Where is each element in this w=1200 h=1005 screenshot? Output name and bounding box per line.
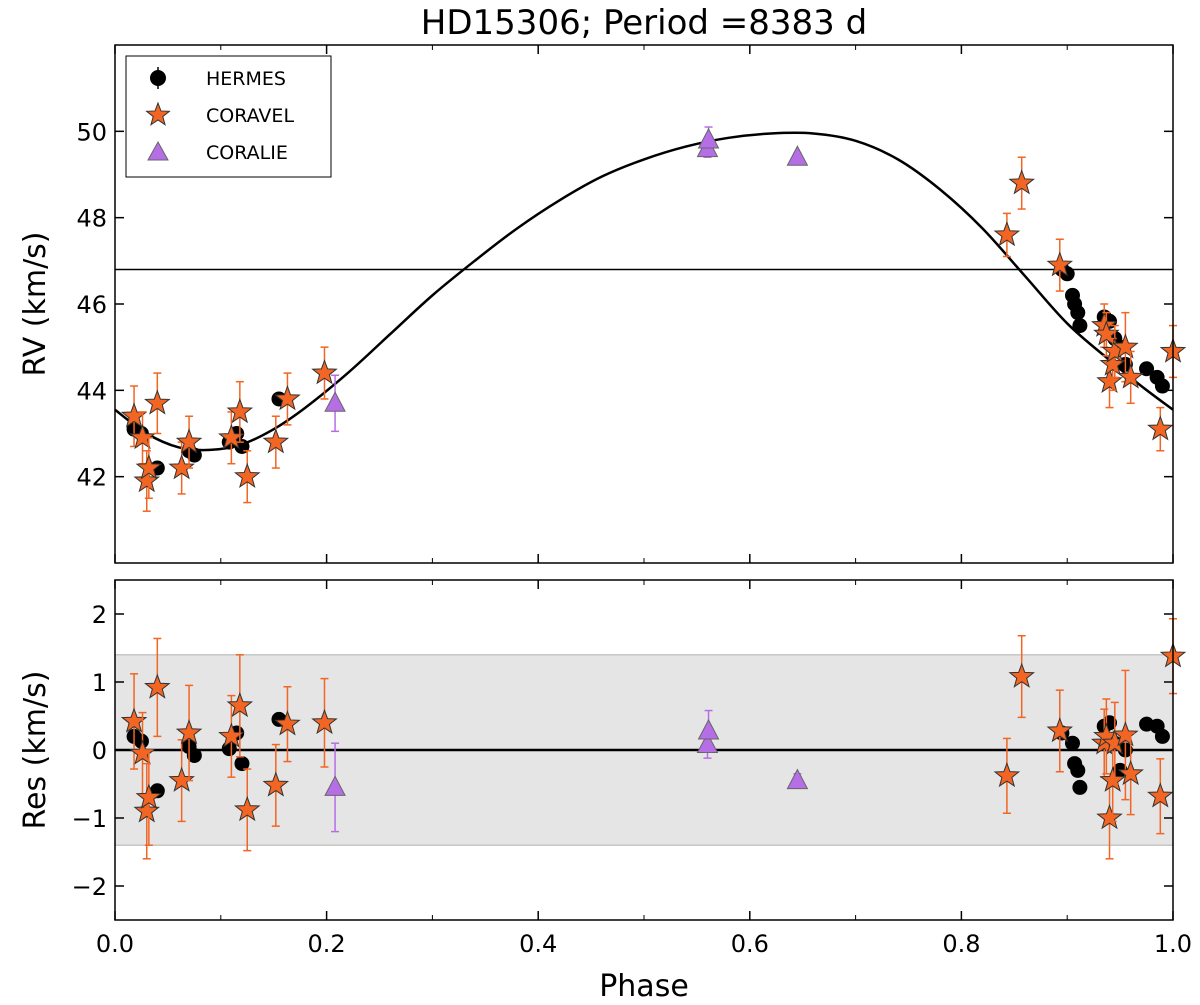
coralie-res-point — [696, 732, 719, 754]
res-y-tick-label: −1 — [72, 805, 107, 833]
coravel-res-point — [175, 719, 203, 745]
res-y-tick-label: 0 — [92, 737, 107, 765]
coravel-res-point — [233, 795, 261, 822]
rv-y-tick-label: 48 — [76, 205, 107, 233]
hermes-rv-point — [1070, 305, 1086, 321]
coravel-rv-point — [129, 423, 156, 450]
coravel-res-point — [226, 691, 254, 718]
coravel-rv-point — [1112, 333, 1139, 359]
coravel-rv-point — [274, 385, 301, 411]
coralie-res-point — [324, 775, 346, 796]
x-tick-label: 0.6 — [731, 930, 769, 958]
coravel-rv-point — [1046, 251, 1074, 277]
coravel-res-point — [135, 783, 163, 809]
coralie-rv-point — [786, 145, 809, 166]
hermes-res-point — [186, 747, 202, 763]
legend-item-coravel: CORAVEL — [145, 101, 294, 127]
coravel-rv-point — [1008, 169, 1035, 195]
coravel-rv-point — [226, 397, 254, 424]
coravel-res-point — [274, 710, 301, 736]
coravel-res-point — [1112, 721, 1139, 747]
coravel-res-point — [144, 673, 171, 699]
coravel-rv-point — [311, 359, 338, 385]
x-tick-label: 0.8 — [942, 930, 980, 958]
residual-y-axis-label: Res (km/s) — [18, 671, 53, 830]
coravel-res-point — [1099, 766, 1126, 792]
coralie-rv-point — [697, 127, 720, 149]
residual-plot-frame — [114, 579, 1174, 921]
hermes-res-point — [234, 756, 250, 772]
coralie-rv-point — [324, 391, 346, 412]
legend-hermes-label: HERMES — [206, 68, 286, 90]
hermes-res-point — [1154, 728, 1170, 744]
coravel-rv-point — [233, 462, 261, 488]
hermes-rv-point — [186, 447, 202, 463]
hermes-rv-point — [1154, 378, 1170, 394]
legend: HERMES CORAVEL CORALIE — [125, 55, 332, 178]
coralie-res-point — [786, 768, 809, 790]
coravel-rv-point — [1147, 415, 1174, 441]
legend-hermes-marker — [150, 70, 166, 86]
coralie-res-point — [697, 718, 720, 740]
coravel-res-point — [1096, 804, 1123, 830]
res-y-tick-label: −2 — [72, 873, 107, 901]
legend-coralie-label: CORALIE — [206, 142, 288, 164]
x-tick-label: 1.0 — [1154, 930, 1192, 958]
rv-y-tick-label: 44 — [76, 377, 107, 405]
rv-y-tick-label: 42 — [76, 464, 107, 492]
x-tick-label: 0.0 — [96, 930, 134, 958]
orbit-model-curve — [114, 131, 1174, 452]
rv-y-tick-label: 46 — [76, 291, 107, 319]
rv-axis-ticks: 42 44 46 48 50 — [76, 45, 1174, 563]
rv-y-tick-label: 50 — [76, 118, 107, 146]
x-tick-label: 0.4 — [519, 930, 557, 958]
hermes-res-point — [1064, 735, 1080, 751]
hermes-res-point — [133, 733, 149, 749]
coravel-res-point — [1147, 782, 1174, 808]
hermes-rv-point — [1072, 318, 1088, 334]
coravel-res-point — [1008, 662, 1035, 688]
residuals-panel: −2 −1 0 1 2 Res (km/s) — [18, 579, 1187, 921]
coravel-rv-point — [175, 428, 203, 454]
coravel-rv-point — [144, 389, 171, 415]
legend-item-hermes: HERMES — [150, 67, 286, 90]
hermes-res-point — [1070, 762, 1086, 778]
rv-plot-frame — [114, 44, 1174, 564]
legend-coralie-marker — [147, 140, 169, 161]
res-y-tick-label: 2 — [92, 601, 107, 629]
coravel-res-point — [993, 761, 1021, 788]
coravel-res-point — [262, 771, 290, 797]
coravel-rv-point — [262, 428, 290, 454]
coravel-res-point — [1046, 717, 1074, 743]
rv-panel: 42 44 46 48 50 RV (km/s) HERMES CORAVEL CORA… — [18, 44, 1187, 564]
legend-coravel-label: CORAVEL — [206, 105, 294, 127]
x-tick-label: 0.2 — [308, 930, 346, 958]
x-axis-tick-labels: 0.0 0.2 0.4 0.6 0.8 1.0 — [96, 930, 1192, 958]
x-axis-label: Phase — [599, 969, 689, 1004]
coravel-rv-point — [135, 454, 163, 480]
rv-y-axis-label: RV (km/s) — [18, 231, 53, 376]
legend-coravel-marker — [145, 101, 171, 126]
coravel-rv-point — [168, 454, 195, 480]
coravel-res-point — [168, 766, 195, 792]
rv-data-points — [120, 126, 1187, 512]
coravel-rv-point — [1117, 363, 1144, 389]
legend-item-coralie: CORALIE — [147, 140, 288, 164]
chart-title: HD15306; Period =8383 d — [421, 3, 867, 43]
coravel-res-point — [311, 708, 338, 735]
coravel-res-point — [1117, 759, 1144, 786]
hermes-res-point — [1072, 779, 1088, 795]
hermes-rv-point — [1139, 361, 1155, 377]
res-y-tick-label: 1 — [92, 669, 107, 697]
coravel-rv-point — [993, 220, 1021, 247]
